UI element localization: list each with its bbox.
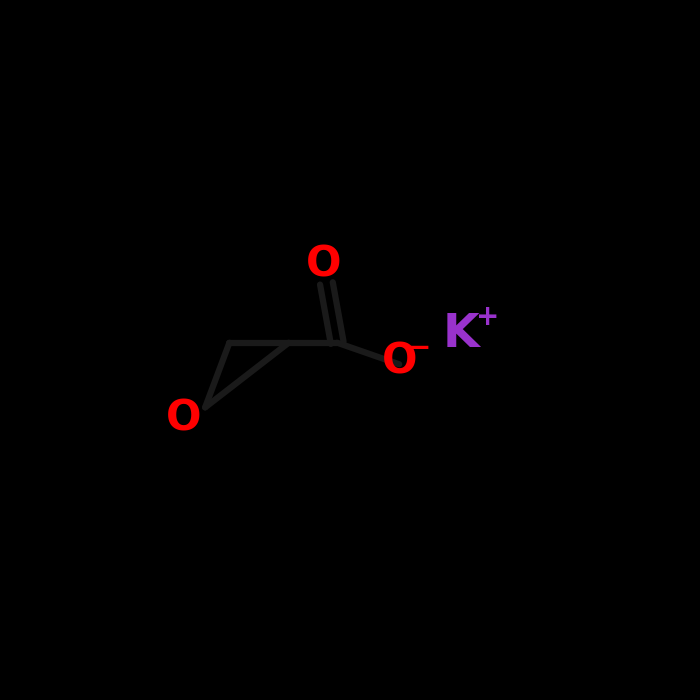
Text: O: O xyxy=(306,244,342,286)
Text: O: O xyxy=(382,341,417,383)
Text: K: K xyxy=(443,312,480,357)
Text: −: − xyxy=(408,334,431,362)
Text: +: + xyxy=(477,303,500,331)
Text: O: O xyxy=(166,397,202,439)
